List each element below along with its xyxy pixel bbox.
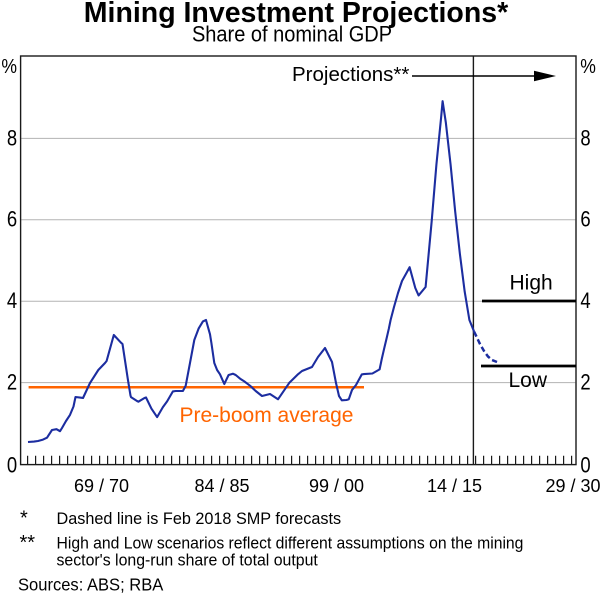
svg-text:4: 4 [7, 290, 17, 314]
svg-text:14 / 15: 14 / 15 [427, 476, 482, 496]
svg-text:8: 8 [7, 127, 17, 151]
svg-text:99 / 00: 99 / 00 [309, 476, 364, 496]
svg-text:6: 6 [7, 208, 17, 232]
svg-text:2: 2 [580, 371, 590, 395]
svg-text:29 / 30: 29 / 30 [545, 476, 600, 496]
svg-text:Sources: ABS; RBA: Sources: ABS; RBA [18, 574, 164, 595]
svg-text:%: % [580, 55, 596, 77]
svg-text:High and Low scenarios reflect: High and Low scenarios reflect different… [57, 534, 524, 553]
svg-text:84 / 85: 84 / 85 [194, 476, 249, 496]
svg-text:69 / 70: 69 / 70 [74, 476, 129, 496]
svg-text:0: 0 [7, 454, 17, 478]
svg-text:Projections**: Projections** [292, 63, 409, 86]
svg-text:0: 0 [580, 454, 590, 478]
svg-text:2: 2 [7, 371, 17, 395]
svg-text:Pre-boom average: Pre-boom average [180, 404, 354, 427]
svg-text:%: % [1, 55, 17, 77]
svg-text:Share of nominal GDP: Share of nominal GDP [192, 23, 392, 47]
svg-text:**: ** [20, 532, 36, 554]
svg-text:*: * [20, 508, 28, 530]
svg-text:Low: Low [509, 369, 548, 392]
svg-text:6: 6 [580, 208, 590, 232]
svg-text:4: 4 [580, 290, 590, 314]
svg-text:High: High [510, 272, 553, 295]
svg-text:sector's long-run share of tot: sector's long-run share of total output [57, 551, 319, 570]
svg-text:Dashed line is Feb 2018 SMP fo: Dashed line is Feb 2018 SMP forecasts [57, 509, 342, 528]
svg-text:Mining Investment Projections*: Mining Investment Projections* [84, 0, 509, 29]
svg-text:8: 8 [580, 127, 590, 151]
